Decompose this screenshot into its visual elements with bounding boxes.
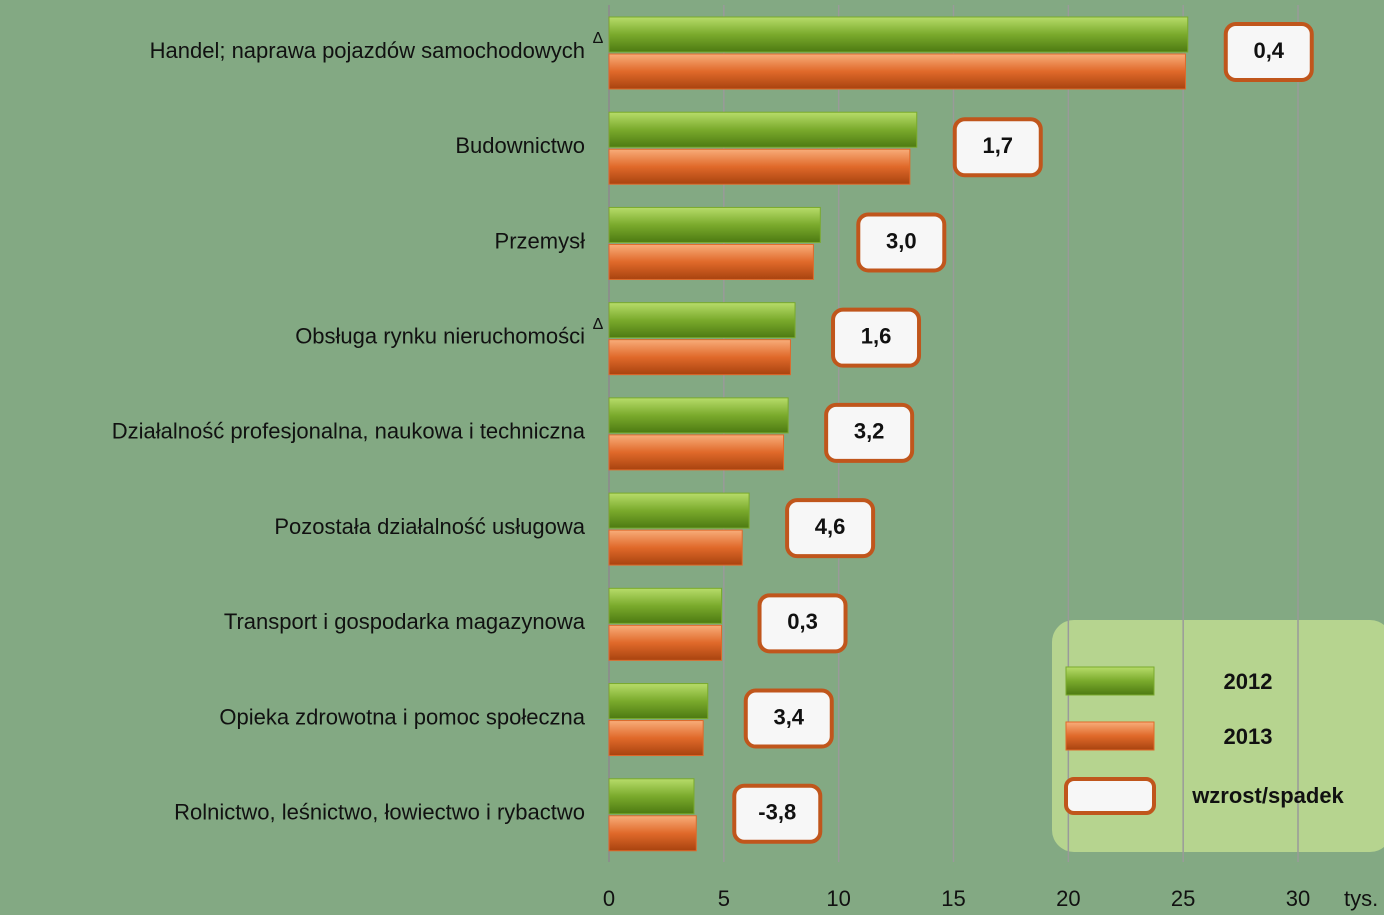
- bar: [608, 815, 697, 852]
- bar: [608, 111, 918, 148]
- category-label: Obsługa rynku nieruchomości: [295, 323, 585, 348]
- x-tick-label: 10: [826, 886, 850, 911]
- change-label: 3,4: [773, 704, 804, 729]
- category-label: Rolnictwo, leśnictwo, łowiectwo i rybact…: [174, 800, 585, 825]
- legend-label: 2012: [1224, 669, 1273, 694]
- bar: [608, 206, 821, 243]
- legend-label: 2013: [1224, 724, 1273, 749]
- legend-swatch: [1064, 777, 1156, 815]
- bar: [608, 148, 911, 185]
- x-tick-label: 25: [1171, 886, 1195, 911]
- change-box: [831, 307, 922, 368]
- bar: [608, 492, 750, 529]
- x-tick-label: 5: [718, 886, 730, 911]
- change-box: [785, 498, 876, 559]
- x-unit: tys.: [1344, 886, 1378, 911]
- bar: [608, 434, 785, 471]
- legend-swatch: [1065, 721, 1155, 751]
- category-label: Opieka zdrowotna i pomoc społeczna: [219, 704, 585, 729]
- change-box: [952, 117, 1043, 178]
- change-label: 0,4: [1253, 38, 1284, 63]
- marker: Δ: [593, 30, 604, 47]
- change-label: 4,6: [815, 514, 846, 539]
- change-label: 0,3: [787, 609, 818, 634]
- category-label: Przemysł: [495, 228, 586, 253]
- bar: [608, 720, 704, 757]
- category-label: Handel; naprawa pojazdów samochodowych: [150, 38, 585, 63]
- change-box: [757, 593, 848, 654]
- x-tick-label: 20: [1056, 886, 1080, 911]
- category-label: Pozostała działalność usługowa: [274, 514, 585, 539]
- bar: [608, 53, 1186, 90]
- change-label: 1,6: [861, 323, 892, 348]
- bar: [608, 683, 709, 720]
- change-label: 3,2: [854, 419, 885, 444]
- bar: [608, 16, 1189, 53]
- bar: [608, 624, 723, 661]
- category-label: Budownictwo: [455, 133, 585, 158]
- category-label: Działalność profesjonalna, naukowa i tec…: [112, 419, 586, 444]
- x-tick-label: 15: [941, 886, 965, 911]
- bar: [608, 339, 791, 376]
- marker: Δ: [593, 316, 604, 333]
- x-tick-label: 30: [1286, 886, 1310, 911]
- bar: [608, 778, 695, 815]
- bar: [608, 302, 796, 339]
- change-label: -3,8: [758, 800, 796, 825]
- change-label: 3,0: [886, 228, 917, 253]
- bar: [608, 243, 814, 280]
- bar: [608, 397, 789, 434]
- legend-label: wzrost/spadek: [1191, 783, 1344, 808]
- change-box: [743, 688, 834, 749]
- change-box: [856, 212, 947, 273]
- change-box: [824, 402, 915, 463]
- change-box: [732, 783, 823, 844]
- bar: [608, 587, 723, 624]
- legend-swatch: [1065, 666, 1155, 696]
- x-tick-label: 0: [603, 886, 615, 911]
- change-box: [1223, 22, 1314, 82]
- category-label: Transport i gospodarka magazynowa: [224, 609, 586, 634]
- bar: [608, 529, 743, 566]
- change-label: 1,7: [982, 133, 1013, 158]
